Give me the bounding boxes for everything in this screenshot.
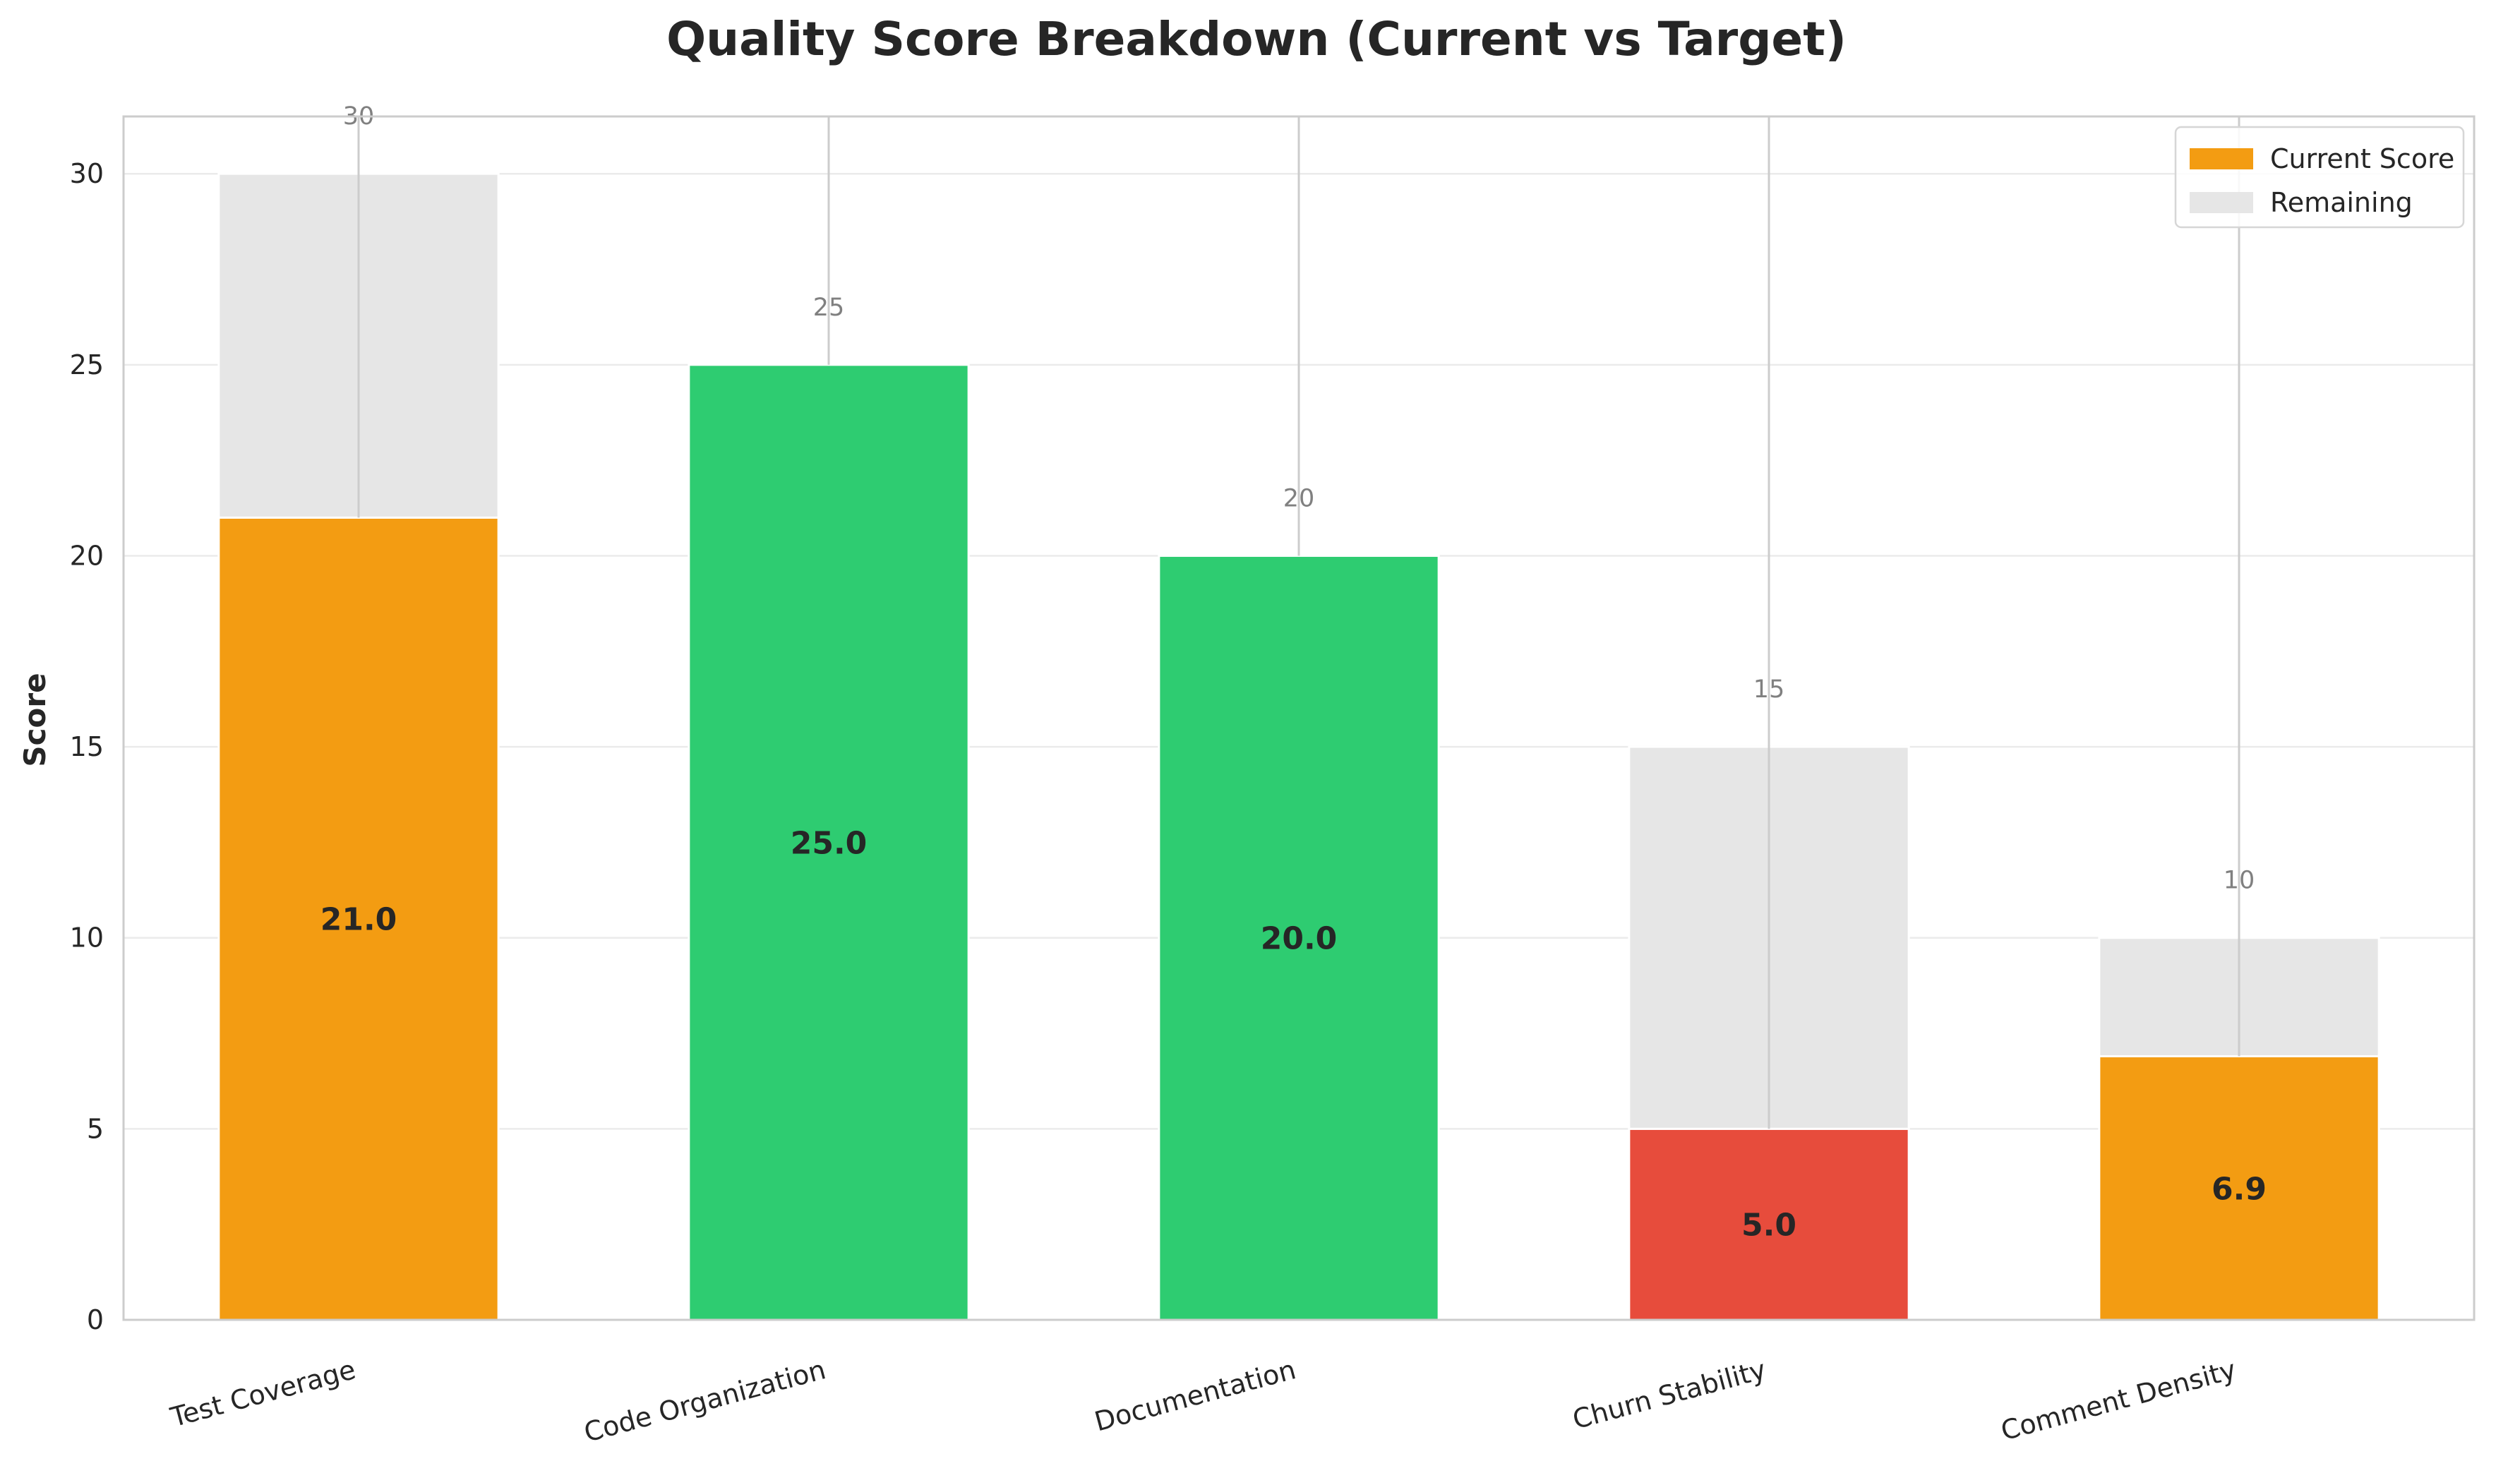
y-tick-label: 0 [87, 1304, 104, 1335]
legend-label: Current Score [2270, 143, 2454, 174]
y-tick-label: 10 [70, 922, 104, 954]
x-category-label: Code Organization [581, 1354, 829, 1448]
legend-swatch [2190, 148, 2253, 169]
target-value-label: 25 [813, 294, 845, 322]
x-category-label: Test Coverage [167, 1354, 359, 1433]
x-category-label: Documentation [1091, 1354, 1299, 1437]
bar-current-score [1628, 1127, 1910, 1321]
y-axis-label: Score [18, 673, 52, 766]
legend-label: Remaining [2270, 187, 2413, 218]
y-tick-label: 30 [70, 158, 104, 189]
x-category-label: Comment Density [1998, 1354, 2239, 1446]
legend: Current Score Remaining [2174, 126, 2465, 229]
target-value-label: 10 [2224, 867, 2255, 895]
y-tick-label: 15 [70, 731, 104, 762]
y-tick-label: 5 [87, 1113, 104, 1144]
current-value-label: 25.0 [791, 825, 868, 861]
current-value-label: 21.0 [320, 902, 397, 938]
bar-current-score [688, 363, 970, 1321]
y-tick-label: 25 [70, 349, 104, 380]
current-value-label: 6.9 [2212, 1171, 2267, 1207]
target-value-label: 15 [1753, 675, 1785, 704]
chart-title: Quality Score Breakdown (Current vs Targ… [666, 12, 1847, 66]
x-category-label: Churn Stability [1569, 1354, 1769, 1435]
current-value-label: 20.0 [1261, 921, 1338, 957]
plot-frame [122, 115, 2476, 1321]
bar-current-score [2098, 1055, 2380, 1321]
legend-swatch [2190, 192, 2253, 213]
target-value-label: 20 [1283, 484, 1315, 512]
current-value-label: 5.0 [1741, 1208, 1796, 1244]
y-tick-label: 20 [70, 540, 104, 571]
